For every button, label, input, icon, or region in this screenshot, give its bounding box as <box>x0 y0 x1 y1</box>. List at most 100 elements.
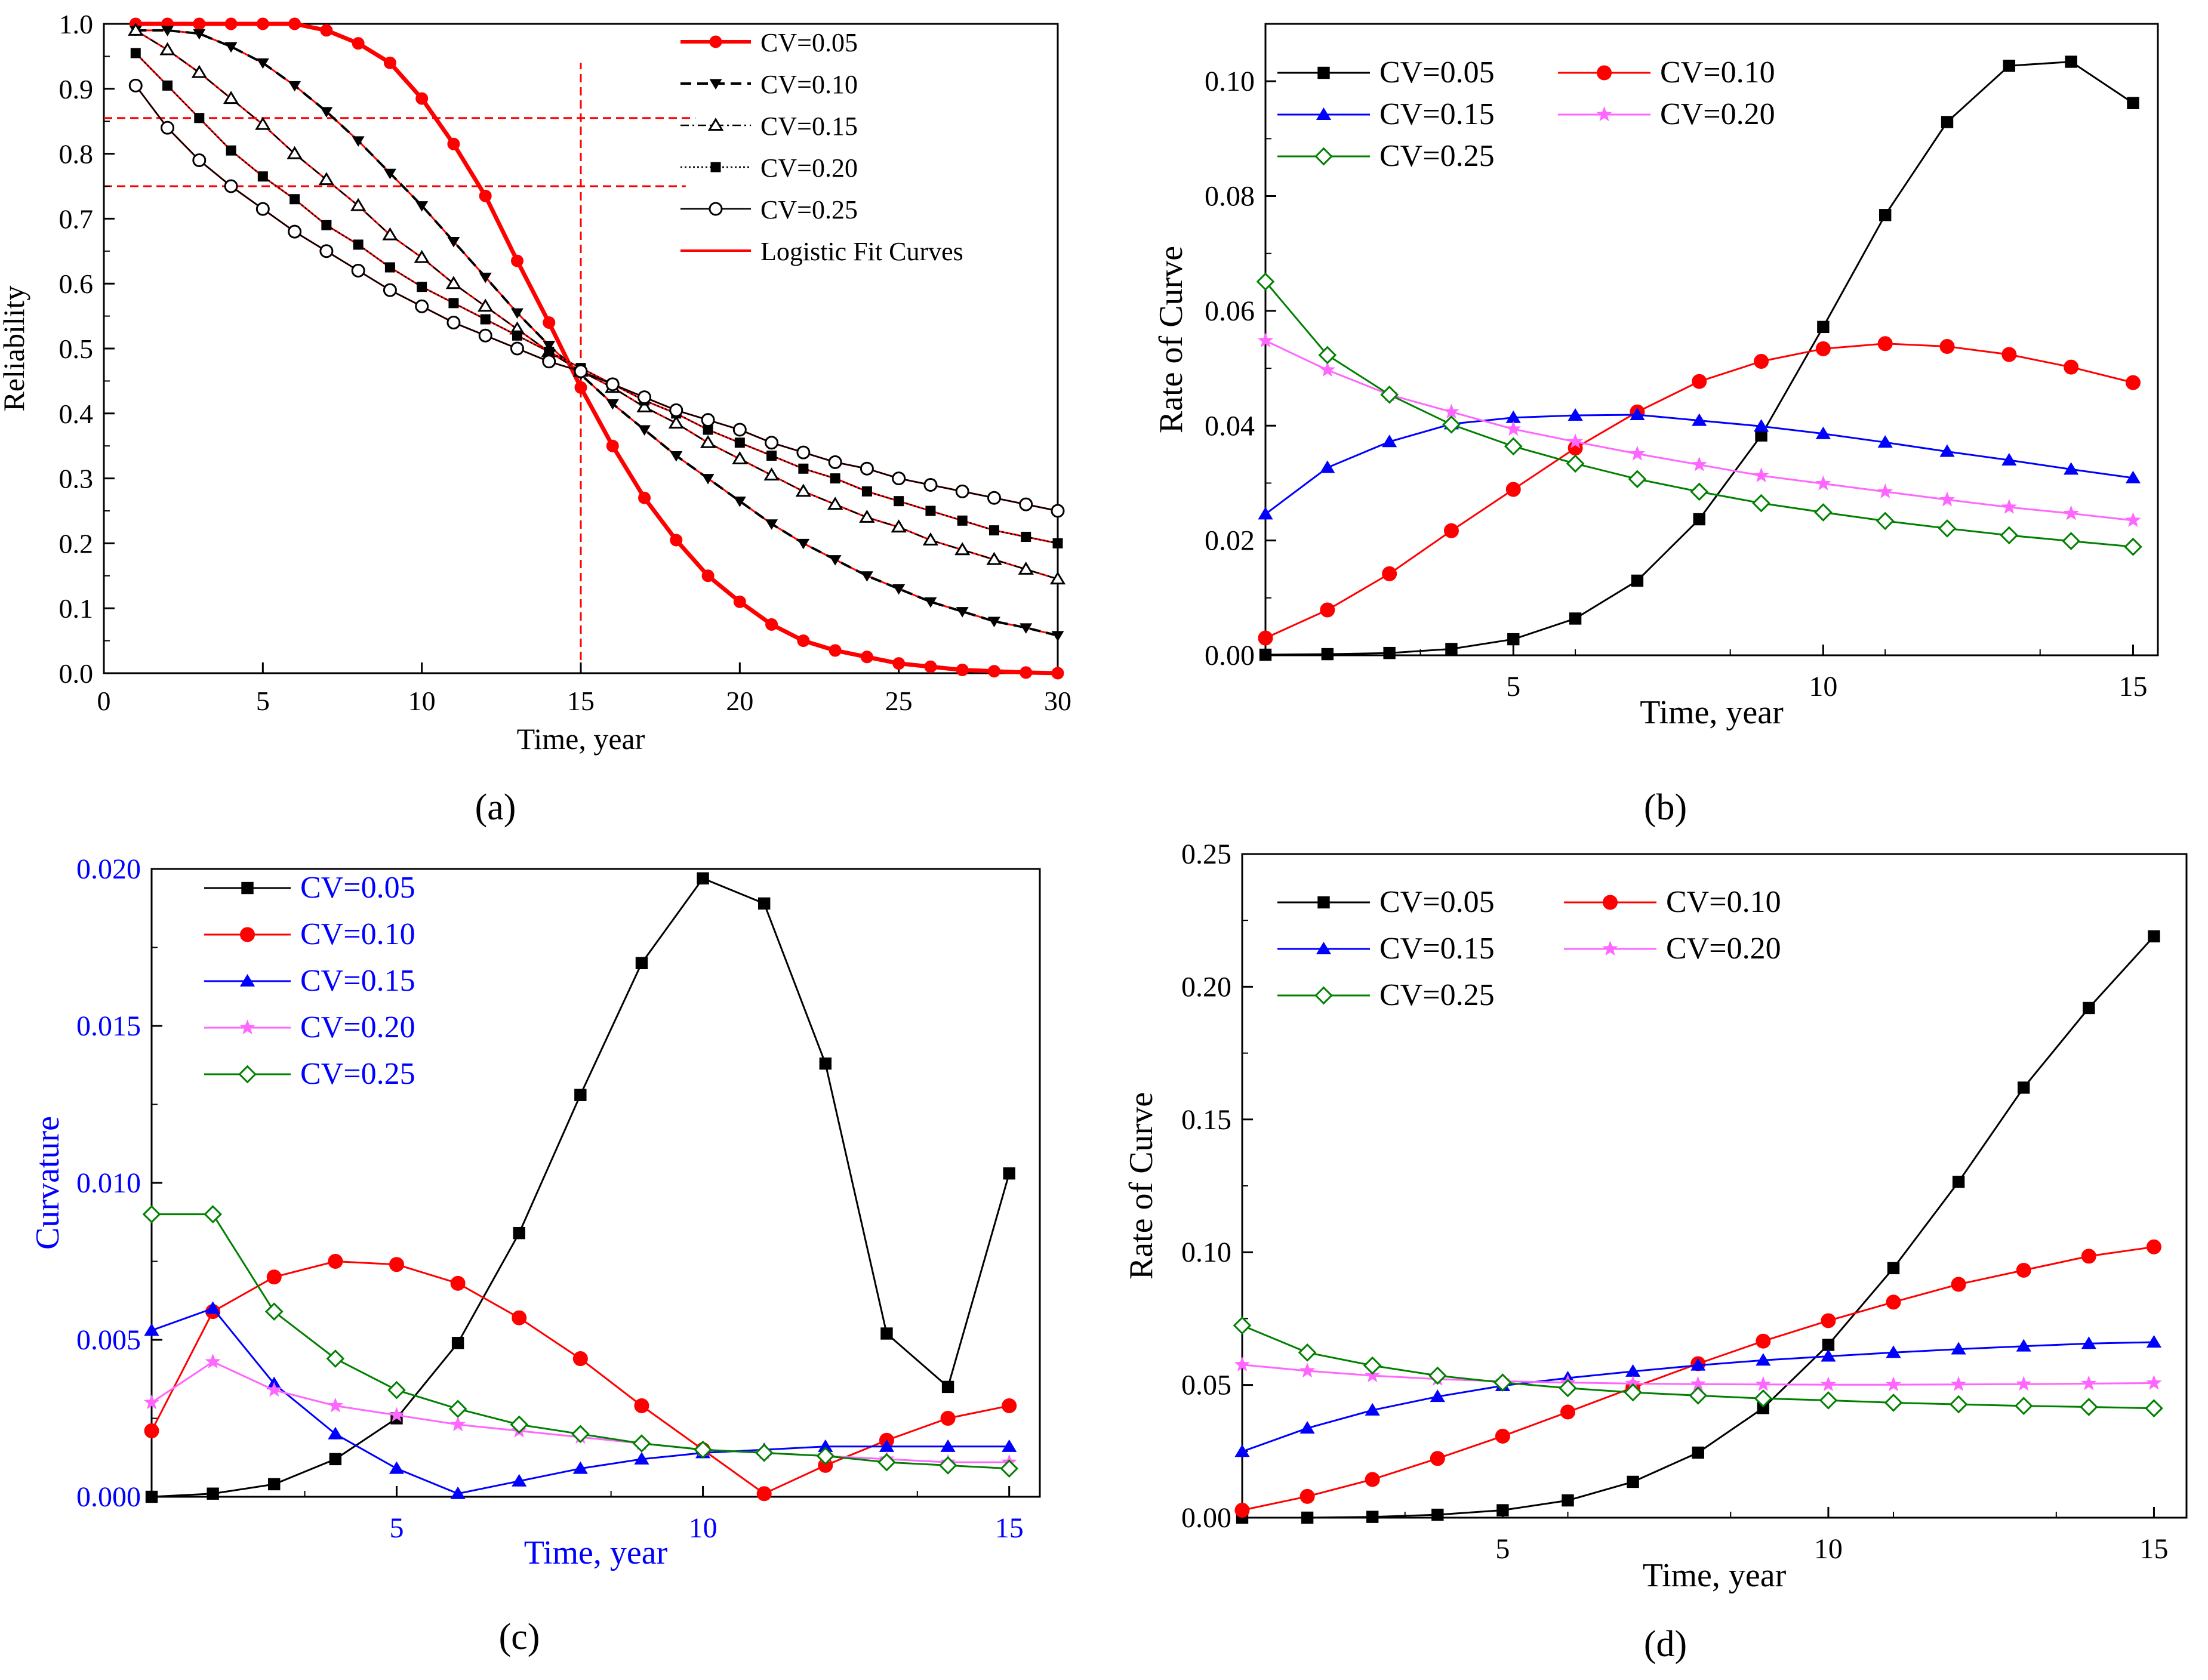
x-tick-label: 10 <box>689 1512 717 1544</box>
data-point <box>1628 470 1647 489</box>
data-point <box>327 1397 343 1413</box>
data-point <box>1756 1353 1771 1366</box>
data-point <box>606 399 619 410</box>
data-point <box>818 1439 833 1452</box>
data-point <box>223 91 239 104</box>
data-point <box>2063 505 2079 520</box>
data-point <box>1052 538 1063 548</box>
legend-entry: CV=0.15 <box>1277 97 1495 131</box>
data-point <box>1562 1494 1574 1507</box>
data-point <box>2065 56 2077 68</box>
data-point <box>161 26 174 36</box>
legend-marker <box>240 927 255 942</box>
data-point <box>145 1490 158 1503</box>
x-tick-label: 30 <box>1044 686 1071 716</box>
y-tick-label: 0.2 <box>59 528 94 559</box>
data-point <box>510 341 524 356</box>
data-point <box>877 1453 896 1472</box>
legend: CV=0.05 CV=0.10 CV=0.15 CV=0.20 CV=0.25 <box>1277 885 1781 1012</box>
data-point <box>694 1440 712 1459</box>
data-point <box>266 1269 282 1285</box>
series-cv-0-05 <box>1259 56 2139 661</box>
legend-entry: CV=0.10 <box>680 70 858 99</box>
data-point <box>1443 523 1459 538</box>
y-tick-label: 0.05 <box>1181 1370 1231 1401</box>
data-point <box>389 1257 404 1272</box>
legend-label: Logistic Fit Curves <box>760 237 963 266</box>
data-point <box>318 172 335 186</box>
data-point <box>2062 532 2080 550</box>
x-axis-label: Time, year <box>1643 1557 1787 1594</box>
data-point <box>670 534 683 547</box>
legend-label: CV=0.05 <box>300 871 415 905</box>
data-point <box>1320 460 1335 473</box>
data-point <box>1757 1402 1770 1414</box>
data-point <box>1559 1379 1577 1398</box>
legend-label: CV=0.25 <box>1379 978 1495 1012</box>
data-point <box>732 423 747 437</box>
data-point <box>255 116 271 130</box>
data-point <box>257 171 268 182</box>
data-point <box>1495 1428 1510 1444</box>
data-point <box>2000 526 2019 545</box>
data-point <box>1020 666 1033 679</box>
data-point <box>1951 1342 1966 1355</box>
data-point <box>255 202 270 216</box>
data-point <box>1430 1389 1445 1402</box>
data-point <box>1366 1511 1379 1523</box>
data-point <box>1876 511 1895 531</box>
data-point <box>450 1416 466 1432</box>
legend: CV=0.05 CV=0.10 CV=0.15 CV=0.20 CV=0.25 <box>204 871 415 1091</box>
data-point <box>955 484 969 498</box>
data-point <box>1569 612 1582 625</box>
data-point <box>479 189 492 202</box>
data-point <box>513 1226 525 1240</box>
data-point <box>733 595 746 608</box>
data-point <box>1627 1475 1639 1488</box>
y-tick-label: 0.0 <box>59 658 94 689</box>
data-point <box>1505 421 1522 436</box>
legend-marker <box>1317 896 1330 909</box>
y-tick-label: 0.9 <box>59 74 94 104</box>
legend-entry: CV=0.05 <box>1277 56 1495 90</box>
legend-label: CV=0.25 <box>1379 139 1495 173</box>
data-point <box>827 497 843 510</box>
data-point <box>414 249 430 263</box>
data-point <box>1753 419 1769 432</box>
data-point <box>319 244 334 258</box>
x-tick-label: 10 <box>1814 1533 1843 1565</box>
legend-marker <box>1596 106 1612 122</box>
data-point <box>1822 1339 1835 1351</box>
data-point <box>1234 1357 1251 1371</box>
data-point <box>1692 1446 1704 1459</box>
panel-label: (d) <box>1644 1624 1687 1664</box>
legend-marker <box>709 35 722 48</box>
data-point <box>859 509 875 523</box>
data-point <box>264 1302 284 1321</box>
data-point <box>2081 1336 2096 1349</box>
data-point <box>2124 537 2142 556</box>
legend-label: CV=0.25 <box>300 1057 415 1091</box>
legend-entry: CV=0.10 <box>1564 885 1781 919</box>
y-axis-label: Rate of Curve <box>1153 246 1190 433</box>
data-point <box>2125 470 2141 483</box>
data-point <box>1258 630 1273 646</box>
legend-label: CV=0.15 <box>300 964 415 998</box>
data-point <box>1365 1472 1380 1487</box>
data-point <box>1886 1345 1901 1358</box>
data-point <box>1428 1366 1447 1385</box>
data-point <box>288 224 302 239</box>
data-point <box>816 1447 835 1465</box>
data-point <box>1692 374 1707 389</box>
data-point <box>797 538 810 550</box>
data-point <box>956 607 969 618</box>
data-point <box>1301 1511 1314 1524</box>
data-point <box>2125 375 2141 390</box>
data-point <box>480 314 491 325</box>
data-point <box>450 1275 466 1291</box>
data-point <box>763 467 780 481</box>
legend-label: CV=0.10 <box>1660 56 1775 90</box>
data-point <box>572 1461 588 1474</box>
x-tick-label: 15 <box>2118 671 2147 702</box>
